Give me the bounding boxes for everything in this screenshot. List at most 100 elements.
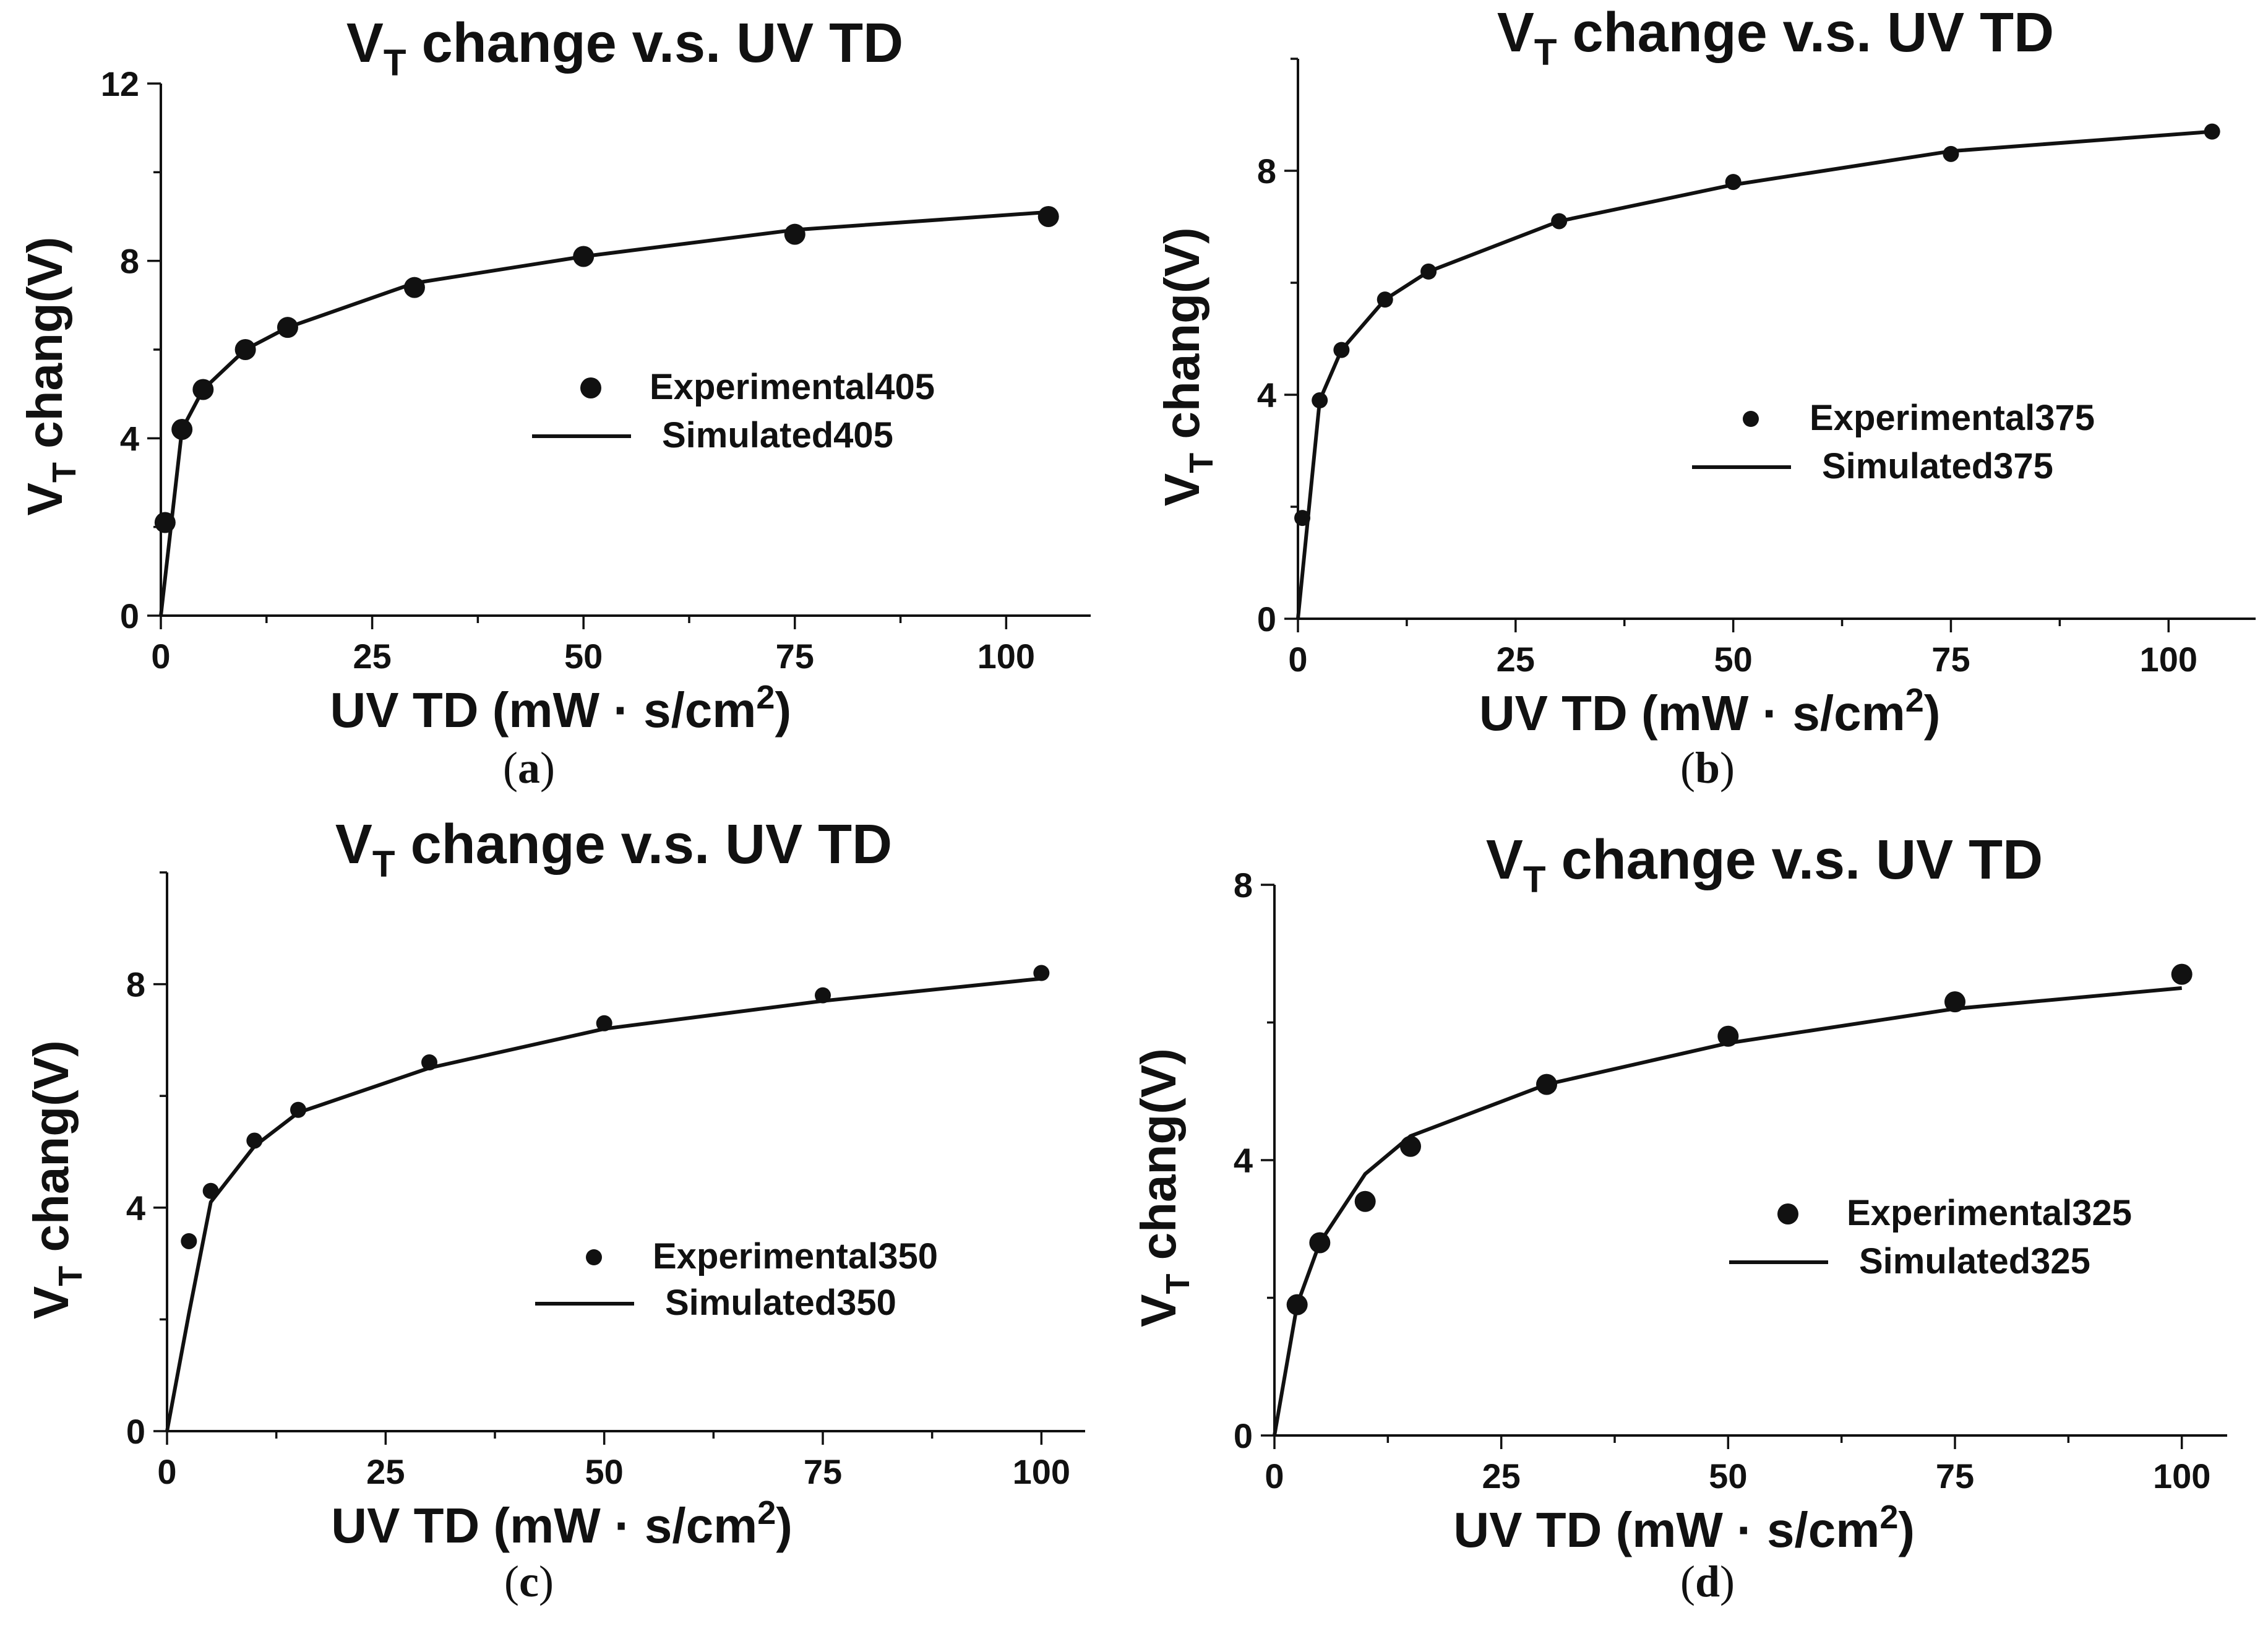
y-axis-label: VT chang(V) (1154, 227, 1220, 506)
experimental-data-point (421, 1054, 437, 1071)
experimental-data-point (1033, 965, 1050, 981)
x-tick-label: 50 (1709, 1457, 1747, 1495)
x-tick-label: 0 (157, 1452, 176, 1491)
experimental-data-point (1420, 263, 1437, 280)
panel-caption: (b) (1680, 743, 1735, 793)
y-tick-label: 4 (126, 1189, 145, 1228)
y-tick-label: 12 (101, 64, 139, 103)
experimental-data-point (192, 379, 214, 400)
y-tick-label: 8 (126, 965, 145, 1004)
x-axis-label: UV TD (mW · s/cm2) (331, 1494, 793, 1553)
chart-title: VT change v.s. UV TD (335, 814, 892, 885)
experimental-data-point (1944, 991, 1965, 1013)
x-tick-label: 75 (1936, 1457, 1974, 1495)
legend-marker-experimental (1743, 411, 1759, 427)
experimental-data-point (1551, 213, 1568, 230)
legend-marker-experimental (1777, 1203, 1798, 1224)
legend: Experimental405 Simulated405 (532, 367, 935, 455)
x-tick-label: 50 (564, 637, 603, 676)
experimental-data-point (1037, 206, 1059, 227)
x-tick-label: 100 (1013, 1452, 1070, 1491)
experimental-data-point (1333, 342, 1350, 358)
chart-panel-b: VT change v.s. UV TD 0 25 50 75 100 0 4 8 UV TD (… (1154, 2, 2256, 793)
panel-caption: (a) (503, 743, 555, 793)
experimental-data-point (1943, 145, 1959, 162)
experimental-data-point (234, 339, 256, 360)
experimental-data-point (1354, 1190, 1376, 1212)
x-tick-label: 50 (585, 1452, 624, 1491)
x-tick-label: 100 (2153, 1457, 2210, 1495)
simulated-series-line (159, 210, 1049, 616)
chart-panel-a: VT change v.s. UV TD 0 25 50 75 100 0 4 8 12 UV TD… (17, 12, 1091, 793)
y-tick-label: 4 (120, 419, 139, 458)
x-axis-label: UV TD (mW · s/cm2) (330, 679, 791, 738)
experimental-data-point (573, 246, 595, 267)
x-tick-label: 25 (1497, 640, 1535, 679)
y-tick-label: 0 (120, 596, 139, 635)
experimental-data-point (596, 1015, 612, 1031)
chart-title: VT change v.s. UV TD (1497, 2, 2054, 73)
experimental-data-point (2171, 963, 2193, 985)
x-tick-label: 0 (1265, 1457, 1284, 1495)
legend-marker-experimental (580, 377, 601, 398)
x-axis-label: UV TD (mW · s/cm2) (1453, 1499, 1915, 1557)
legend-label-simulated: Simulated405 (662, 415, 893, 455)
x-tick-label: 75 (776, 637, 814, 676)
experimental-data-point (1312, 392, 1328, 409)
experimental-data-point (1377, 291, 1393, 308)
experimental-data-point (1286, 1294, 1308, 1315)
experimental-data-point (784, 223, 805, 245)
x-tick-label: 75 (804, 1452, 842, 1491)
experimental-data-point (815, 987, 831, 1004)
legend: Experimental375 Simulated375 (1692, 398, 2095, 486)
simulated-series-line (1296, 129, 2212, 619)
x-tick-label: 100 (977, 637, 1035, 676)
x-tick-label: 25 (1482, 1457, 1521, 1495)
chart-panel-d: VT change v.s. UV TD 0 25 50 75 100 0 4 8 UV TD (… (1131, 829, 2227, 1606)
x-tick-label: 25 (366, 1452, 405, 1491)
legend-label-experimental: Experimental405 (650, 367, 935, 407)
experimental-data-point (403, 277, 425, 298)
chart-title: VT change v.s. UV TD (346, 12, 903, 84)
legend-label-simulated: Simulated325 (1859, 1241, 2090, 1281)
y-tick-label: 0 (1257, 600, 1276, 639)
experimental-data-point (181, 1233, 197, 1249)
x-axis-label: UV TD (mW · s/cm2) (1479, 682, 1941, 741)
simulated-series-line (165, 976, 1042, 1432)
y-tick-label: 8 (1234, 866, 1253, 905)
chart-title: VT change v.s. UV TD (1486, 829, 2043, 900)
legend-marker-experimental (586, 1249, 602, 1265)
legend-label-simulated: Simulated350 (665, 1283, 896, 1323)
legend-label-experimental: Experimental375 (1810, 398, 2095, 438)
y-axis-label: VT chang(V) (24, 1040, 89, 1319)
x-tick-label: 75 (1931, 640, 1970, 679)
experimental-data-point (1294, 510, 1311, 527)
panel-caption: (c) (504, 1557, 554, 1606)
x-tick-label: 25 (353, 637, 391, 676)
experimental-data-point (1725, 174, 1742, 191)
panel-caption: (d) (1680, 1557, 1735, 1606)
experimental-data-point (2204, 123, 2220, 140)
y-tick-label: 8 (120, 242, 139, 281)
experimental-data-point (277, 317, 298, 338)
experimental-data-point (1717, 1025, 1739, 1047)
x-tick-label: 100 (2140, 640, 2197, 679)
legend: Experimental325 Simulated325 (1729, 1193, 2132, 1281)
y-tick-label: 4 (1257, 376, 1276, 415)
experimental-data-point (1309, 1232, 1331, 1254)
y-axis-label: VT chang(V) (17, 237, 83, 516)
y-tick-label: 0 (1234, 1416, 1253, 1455)
y-tick-label: 0 (126, 1412, 145, 1451)
y-axis-label: VT chang(V) (1131, 1048, 1196, 1327)
experimental-data-point (246, 1132, 263, 1149)
legend-label-experimental: Experimental350 (653, 1236, 938, 1276)
legend-label-experimental: Experimental325 (1847, 1193, 2132, 1233)
experimental-data-point (1536, 1074, 1557, 1095)
x-tick-label: 50 (1714, 640, 1752, 679)
experimental-data-point (1400, 1135, 1421, 1157)
experimental-data-point (171, 419, 193, 440)
x-tick-label: 0 (151, 637, 170, 676)
experimental-data-point (202, 1182, 219, 1199)
legend-label-simulated: Simulated375 (1822, 446, 2053, 486)
